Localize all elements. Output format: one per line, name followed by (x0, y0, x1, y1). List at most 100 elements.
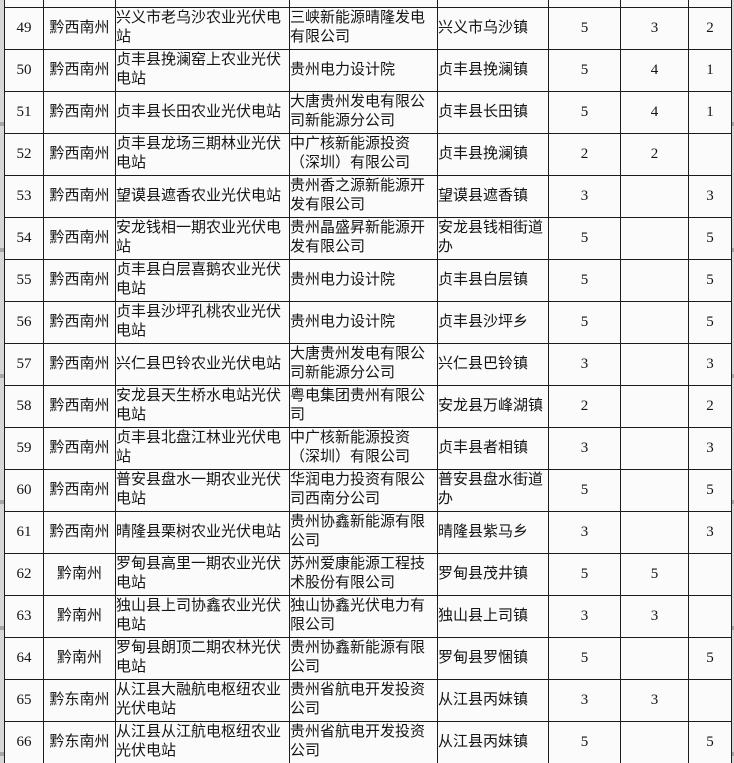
cell-township[interactable]: 从江县丙妹镇 (437, 720, 549, 763)
cell-row-number[interactable]: 52 (4, 132, 44, 176)
cell-indicator-2[interactable]: 3 (620, 594, 689, 638)
cell-region[interactable]: 黔西南州 (43, 132, 116, 176)
cell-township[interactable]: 贞丰县者相镇 (437, 426, 549, 470)
cell-indicator-1[interactable]: 5 (548, 636, 621, 680)
cell-row-number[interactable]: 64 (4, 636, 44, 680)
cell-project-name[interactable]: 贞丰县龙场三期林业光伏电站 (115, 132, 290, 176)
cell-region[interactable]: 黔西南州 (43, 342, 116, 386)
cell-company[interactable]: 贵州协鑫新能源有限公司 (289, 510, 438, 554)
cell-project-name[interactable]: 独山县上司协鑫农业光伏电站 (115, 594, 290, 638)
cell-indicator-3[interactable]: 5 (688, 636, 732, 680)
cell-region[interactable]: 黔西南州 (43, 300, 116, 344)
cell-indicator-2[interactable] (620, 216, 689, 260)
cell-township[interactable]: 贞丰县白层镇 (437, 258, 549, 302)
cell-township[interactable]: 从江县丙妹镇 (437, 678, 549, 722)
cell-region[interactable]: 黔西南州 (43, 510, 116, 554)
cell-project-name[interactable]: 贞丰县北盘江林业光伏电站 (115, 426, 290, 470)
cell-indicator-1[interactable]: 3 (548, 510, 621, 554)
cell-indicator-1[interactable]: 3 (548, 342, 621, 386)
cell-indicator-2[interactable]: 5 (620, 552, 689, 596)
cell-indicator-2[interactable] (620, 426, 689, 470)
cell-region[interactable]: 黔西南州 (43, 90, 116, 134)
cell-row-number[interactable]: 59 (4, 426, 44, 470)
cell-township[interactable]: 罗甸县茂井镇 (437, 552, 549, 596)
cell-indicator-3[interactable]: 1 (688, 48, 732, 92)
cell-company[interactable]: 贵州电力设计院 (289, 258, 438, 302)
cell-region[interactable]: 黔西南州 (43, 468, 116, 512)
cell-project-name[interactable]: 从江县大融航电枢纽农业光伏电站 (115, 678, 290, 722)
cell-indicator-1[interactable]: 5 (548, 48, 621, 92)
cell-company[interactable]: 贵州香之源新能源开发有限公司 (289, 174, 438, 218)
cell-project-name[interactable]: 罗甸县高里一期农业光伏电站 (115, 552, 290, 596)
cell-region[interactable]: 黔西南州 (43, 48, 116, 92)
cell-row-number[interactable]: 58 (4, 384, 44, 428)
cell-indicator-1[interactable]: 3 (548, 426, 621, 470)
cell-region[interactable]: 黔西南州 (43, 6, 116, 50)
cell-row-number[interactable]: 56 (4, 300, 44, 344)
cell-project-name[interactable]: 从江县从江航电枢纽农业光伏电站 (115, 720, 290, 763)
cell-region[interactable]: 黔西南州 (43, 216, 116, 260)
cell-indicator-2[interactable] (620, 258, 689, 302)
cell-region[interactable]: 黔西南州 (43, 426, 116, 470)
cell-row-number[interactable]: 51 (4, 90, 44, 134)
cell-company[interactable]: 贵州协鑫新能源有限公司 (289, 636, 438, 680)
cell-indicator-1[interactable]: 2 (548, 132, 621, 176)
cell-indicator-2[interactable] (620, 384, 689, 428)
cell-region[interactable]: 黔南州 (43, 594, 116, 638)
cell-project-name[interactable]: 罗甸县朗顶二期农林光伏电站 (115, 636, 290, 680)
cell-indicator-2[interactable] (620, 174, 689, 218)
cell-row-number[interactable]: 65 (4, 678, 44, 722)
cell-project-name[interactable]: 贞丰县挽澜窑上农业光伏电站 (115, 48, 290, 92)
cell-township[interactable]: 晴隆县紫马乡 (437, 510, 549, 554)
cell-indicator-3[interactable]: 2 (688, 384, 732, 428)
cell-row-number[interactable]: 54 (4, 216, 44, 260)
cell-company[interactable]: 三峡新能源晴隆发电有限公司 (289, 6, 438, 50)
cell-region[interactable]: 黔西南州 (43, 174, 116, 218)
cell-township[interactable]: 兴仁县巴铃镇 (437, 342, 549, 386)
cell-company[interactable]: 中广核新能源投资（深圳）有限公司 (289, 426, 438, 470)
cell-indicator-3[interactable]: 5 (688, 216, 732, 260)
cell-indicator-3[interactable] (688, 594, 732, 638)
cell-row-number[interactable]: 50 (4, 48, 44, 92)
cell-row-number[interactable]: 66 (4, 720, 44, 763)
cell-township[interactable]: 兴义市乌沙镇 (437, 6, 549, 50)
cell-indicator-2[interactable]: 2 (620, 132, 689, 176)
cell-region[interactable]: 黔东南州 (43, 678, 116, 722)
cell-project-name[interactable]: 望谟县遮香农业光伏电站 (115, 174, 290, 218)
cell-project-name[interactable]: 兴义市老乌沙农业光伏电站 (115, 6, 290, 50)
cell-company[interactable]: 独山协鑫光伏电力有限公司 (289, 594, 438, 638)
cell-project-name[interactable]: 安龙钱相一期农业光伏电站 (115, 216, 290, 260)
cell-project-name[interactable]: 普安县盘水一期农业光伏电站 (115, 468, 290, 512)
cell-company[interactable]: 苏州爱康能源工程技术股份有限公司 (289, 552, 438, 596)
cell-indicator-1[interactable]: 5 (548, 552, 621, 596)
cell-indicator-3[interactable]: 5 (688, 720, 732, 763)
cell-indicator-2[interactable] (620, 636, 689, 680)
cell-indicator-1[interactable]: 2 (548, 384, 621, 428)
cell-company[interactable]: 贵州电力设计院 (289, 48, 438, 92)
cell-indicator-3[interactable] (688, 678, 732, 722)
cell-indicator-2[interactable] (620, 342, 689, 386)
cell-row-number[interactable]: 60 (4, 468, 44, 512)
cell-indicator-2[interactable] (620, 510, 689, 554)
cell-row-number[interactable]: 63 (4, 594, 44, 638)
cell-indicator-3[interactable]: 2 (688, 6, 732, 50)
cell-indicator-2[interactable] (620, 468, 689, 512)
cell-indicator-3[interactable]: 5 (688, 468, 732, 512)
cell-indicator-2[interactable]: 3 (620, 6, 689, 50)
cell-company[interactable]: 大唐贵州发电有限公司新能源分公司 (289, 342, 438, 386)
cell-indicator-3[interactable] (688, 132, 732, 176)
cell-indicator-1[interactable]: 5 (548, 216, 621, 260)
cell-township[interactable]: 独山县上司镇 (437, 594, 549, 638)
cell-indicator-2[interactable]: 4 (620, 90, 689, 134)
cell-company[interactable]: 中广核新能源投资（深圳）有限公司 (289, 132, 438, 176)
cell-row-number[interactable]: 53 (4, 174, 44, 218)
cell-indicator-1[interactable]: 5 (548, 720, 621, 763)
cell-row-number[interactable]: 57 (4, 342, 44, 386)
cell-indicator-3[interactable]: 1 (688, 90, 732, 134)
cell-township[interactable]: 罗甸县罗悃镇 (437, 636, 549, 680)
cell-project-name[interactable]: 晴隆县栗树农业光伏电站 (115, 510, 290, 554)
cell-company[interactable]: 大唐贵州发电有限公司新能源分公司 (289, 90, 438, 134)
cell-company[interactable]: 粤电集团贵州有限公司 (289, 384, 438, 428)
cell-indicator-3[interactable]: 3 (688, 510, 732, 554)
cell-project-name[interactable]: 兴仁县巴铃农业光伏电站 (115, 342, 290, 386)
